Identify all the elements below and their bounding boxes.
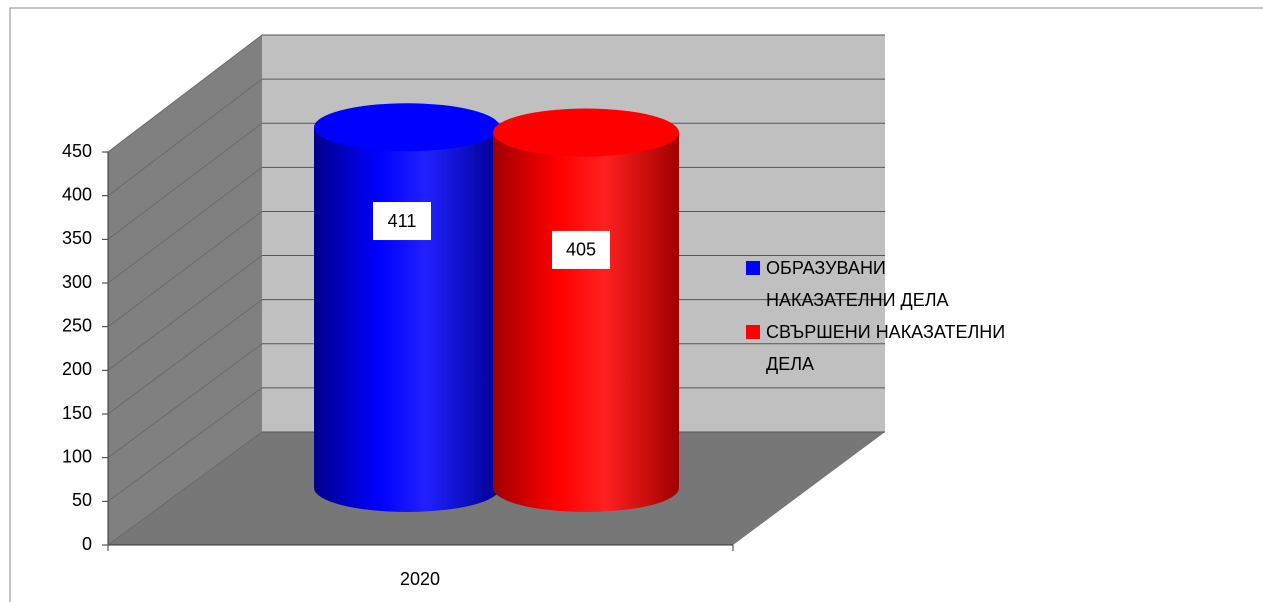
grid-line: [107, 299, 263, 415]
legend-item: СВЪРШЕНИ НАКАЗАТЕЛНИ ДЕЛА: [746, 316, 1016, 380]
y-tick-label: 50: [72, 490, 92, 510]
y-tick-label: 350: [62, 228, 92, 248]
y-tick-label: 450: [62, 141, 92, 161]
y-tick-label: 0: [82, 534, 92, 554]
y-tick-label: 200: [62, 359, 92, 379]
cylinder: 411: [314, 103, 500, 512]
legend-label: СВЪРШЕНИ НАКАЗАТЕЛНИ ДЕЛА: [766, 322, 1006, 374]
y-tick-label: 300: [62, 272, 92, 292]
value-label: 411: [388, 211, 417, 231]
y-tick-label: 400: [62, 184, 92, 204]
y-tick-label: 100: [62, 446, 92, 466]
legend-label: ОБРАЗУВАНИ НАКАЗАТЕЛНИ ДЕЛА: [766, 258, 949, 310]
grid-line: [107, 431, 263, 546]
legend-swatch: [746, 261, 760, 275]
legend-item: ОБРАЗУВАНИ НАКАЗАТЕЛНИ ДЕЛА: [746, 252, 1016, 316]
bar: [314, 127, 500, 512]
bar: [493, 132, 679, 512]
grid-line: [107, 343, 263, 459]
grid-line: [107, 34, 263, 153]
cylinder-top: [493, 108, 679, 157]
cylinder-top: [314, 103, 500, 152]
legend-swatch: [746, 325, 760, 339]
grid-line: [107, 255, 263, 371]
grid-line: [107, 387, 263, 502]
grid-line: [107, 122, 263, 240]
value-label: 405: [566, 240, 596, 260]
value-label-box: [373, 202, 431, 241]
legend: ОБРАЗУВАНИ НАКАЗАТЕЛНИ ДЕЛА СВЪРШЕНИ НАКА…: [746, 252, 1016, 380]
grid-line: [107, 166, 263, 284]
chart-border: [9, 7, 1263, 602]
cylinder: 405: [493, 108, 679, 512]
value-label-box: [552, 230, 610, 269]
y-tick-label: 150: [62, 403, 92, 423]
y-tick-label: 250: [62, 315, 92, 335]
x-tick-label: 2020: [400, 569, 440, 589]
grid-line: [107, 78, 263, 197]
grid-line: [107, 211, 263, 328]
side-wall: [108, 35, 262, 545]
